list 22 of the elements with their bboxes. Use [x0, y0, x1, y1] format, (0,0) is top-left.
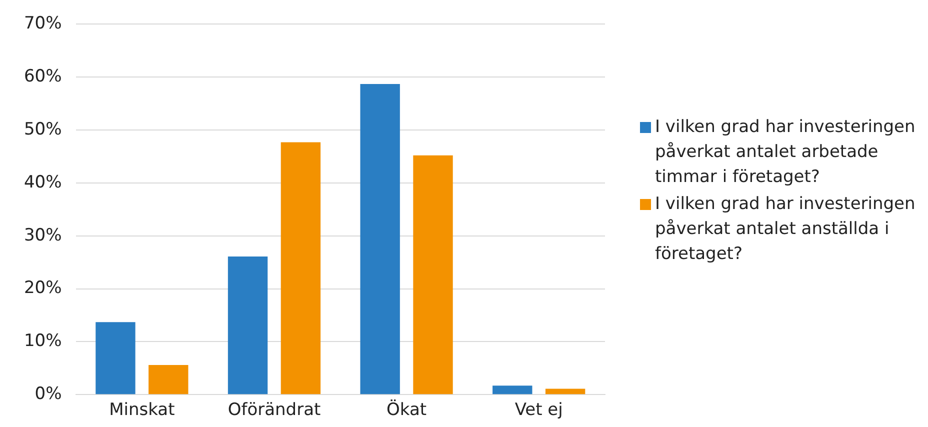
bar — [280, 142, 321, 394]
y-tick-label: 70% — [24, 14, 62, 34]
y-tick-label: 10% — [24, 331, 62, 352]
x-tick-label: Minskat — [109, 400, 176, 420]
bar — [96, 322, 136, 394]
y-tick-label: 60% — [24, 66, 62, 87]
y-tick-label: 20% — [24, 278, 62, 298]
bar — [545, 388, 586, 394]
bar — [228, 256, 268, 394]
legend-label: I vilken grad har investeringen påverkat antalet arbetade timmar i företaget? — [655, 116, 916, 189]
bar — [413, 155, 453, 394]
bar — [360, 84, 400, 394]
bar — [148, 364, 188, 394]
x-tick-label: Vet ej — [514, 400, 563, 420]
x-tick-label: Ökat — [386, 399, 427, 420]
x-tick-label: Oförändrat — [228, 400, 321, 420]
bar — [492, 386, 532, 394]
y-tick-label: 40% — [24, 172, 62, 192]
y-tick-label: 30% — [24, 225, 62, 246]
legend-label: I vilken grad har investeringen påverkat antalet anställda i företaget? — [655, 193, 916, 266]
y-tick-label: 50% — [24, 119, 62, 140]
y-tick-label: 0% — [34, 384, 62, 404]
